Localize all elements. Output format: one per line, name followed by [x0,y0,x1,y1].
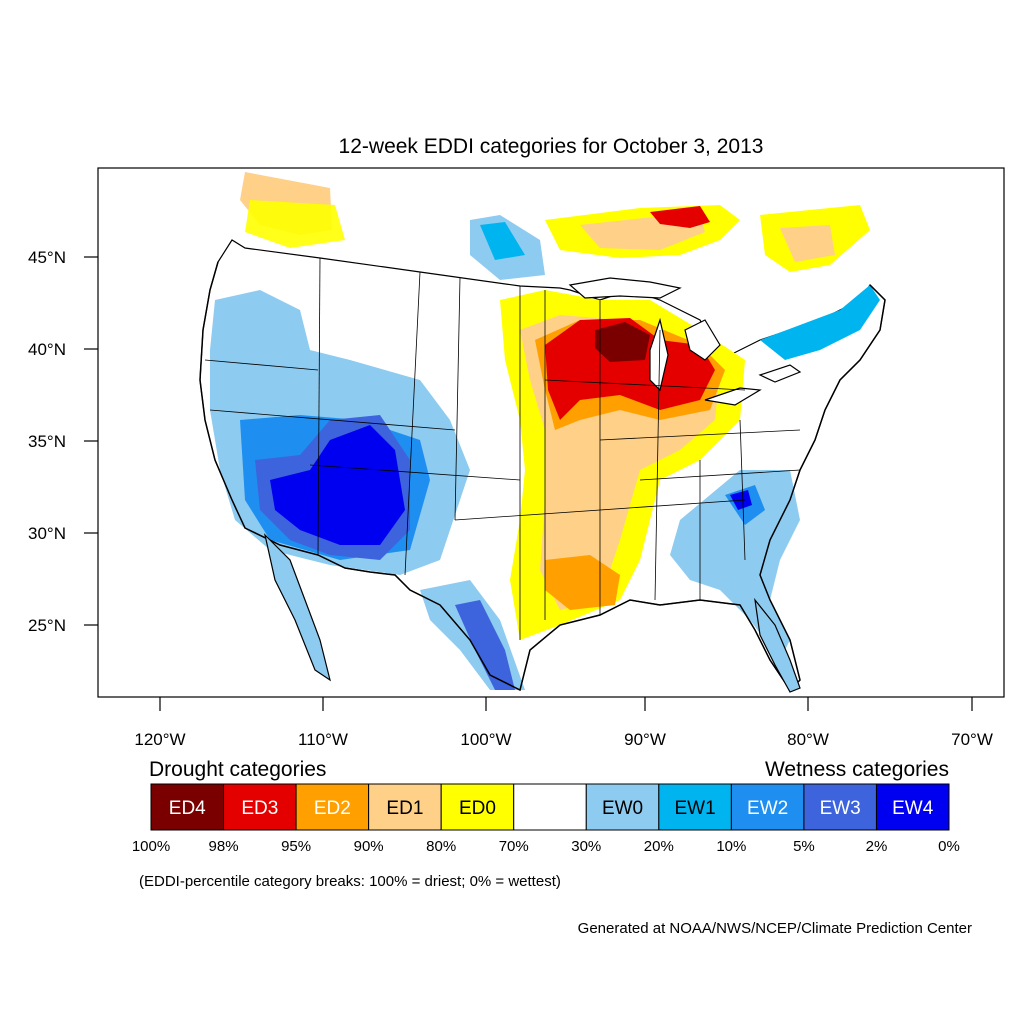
legend-box [658,783,732,831]
map-frame [97,167,1005,698]
x-tick-label: 110°W [298,730,348,749]
florida-peninsula [754,597,801,693]
legend-box-label: ED1 [386,798,423,819]
legend-box [730,783,805,831]
legend-percentile-label: 10% [716,838,746,855]
drought-categories-heading: Drought categories [149,758,326,781]
great-lakes [568,277,802,406]
legend-percentile-label: 0% [938,838,960,855]
legend-color-bar: ED4 ED3 ED2 ED1 ED0 EW0 EW1 EW2 EW3 EW4 [150,783,950,831]
x-tick-label: 90°W [624,730,666,749]
legend-percentile-label: 98% [209,838,239,855]
state-boundaries [204,257,801,640]
map-area [98,168,1004,697]
generated-credit: Generated at NOAA/NWS/NCEP/Climate Predi… [578,920,972,937]
legend-percentile-label: 20% [644,838,674,855]
canada-shade-ontario-red [650,206,710,228]
legend-box-label: EW4 [892,798,934,819]
x-tick-label: 100°W [460,730,511,749]
legend-percentile-label: 100% [132,838,170,855]
x-tick-label: 80°W [787,730,829,749]
legend-box [440,783,515,831]
legend-box [295,783,370,831]
x-tick-label: 70°W [951,730,993,749]
y-axis: 45°N 40°N 35°N 30°N 25°N [28,248,98,635]
legend-percentile-label: 70% [499,838,529,855]
legend-percentile-label: 2% [866,838,888,855]
central-drought-ed3 [545,318,715,420]
canada-blue-2 [480,222,525,260]
legend-percentile-label: 80% [426,838,456,855]
legend-box-label: ED3 [241,798,278,819]
coastline-outline [199,261,886,692]
legend-box-label: EW0 [602,798,643,819]
legend-percentile-labels: 100% 98% 95% 90% 80% 70% 30% 20% 10% 5% 2% 0% [132,838,960,855]
legend-box-label: ED2 [314,798,351,819]
y-tick-label: 35°N [28,432,66,451]
wetness-categories-heading: Wetness categories [765,758,949,781]
legend-box [513,783,587,831]
texas-wet-ew2 [455,600,515,690]
y-tick-label: 25°N [28,616,66,635]
legend-box-label: EW3 [820,798,861,819]
legend-percentile-label: 5% [793,838,815,855]
y-tick-label: 30°N [28,524,66,543]
southeast-wet-ew0 [670,470,800,660]
y-tick-label: 45°N [28,248,66,267]
central-drought-ed4 [595,322,650,362]
x-tick-label: 120°W [134,730,185,749]
legend-box-label: ED0 [459,798,496,819]
baja-california [263,533,331,682]
y-tick-label: 40°N [28,340,66,359]
legend-box-label: ED4 [169,798,206,819]
legend-box [875,783,950,831]
x-axis: 120°W 110°W 100°W 90°W 80°W 70°W [134,697,993,749]
legend-box [223,783,297,831]
legend-percentile-label: 90% [354,838,384,855]
legend-percentile-label: 30% [571,838,601,855]
legend-percentile-label: 95% [281,838,311,855]
map-title: 12-week EDDI categories for October 3, 2… [339,135,764,158]
legend-box-label: EW2 [747,798,788,819]
legend-box [150,783,225,831]
category-breaks-note: (EDDI-percentile category breaks: 100% =… [139,873,561,890]
legend-box [585,783,660,831]
south-drought-ed2 [545,555,620,610]
canada-shade-quebec-orange [780,225,835,262]
legend-box [803,783,877,831]
legend-box-label: EW1 [674,798,715,819]
northeast-wet-ew1 [760,285,880,360]
west-wet-ew4 [270,425,405,545]
canada-shade-yellow-1 [245,200,345,248]
